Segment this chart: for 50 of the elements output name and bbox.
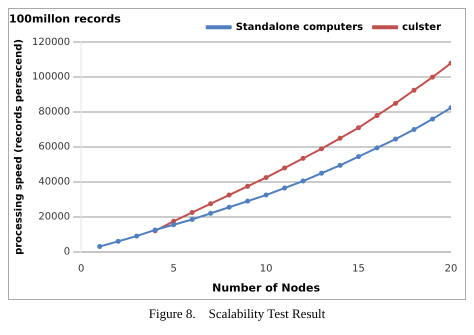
point xyxy=(264,192,269,198)
point xyxy=(97,244,102,250)
point xyxy=(356,125,362,130)
point xyxy=(171,222,176,228)
point xyxy=(134,234,140,239)
point xyxy=(116,238,121,244)
point xyxy=(190,210,195,215)
point xyxy=(245,184,250,189)
point xyxy=(245,198,250,204)
x-tick-label: 10 xyxy=(260,263,272,274)
legend-label: culster xyxy=(402,22,442,33)
point xyxy=(300,178,306,184)
chart-title: 100millon records xyxy=(9,12,122,26)
point xyxy=(393,136,398,142)
point xyxy=(208,210,214,216)
point xyxy=(430,116,436,122)
point xyxy=(319,146,324,152)
x-tick-label: 20 xyxy=(444,263,458,274)
point xyxy=(412,88,417,93)
y-tick-label: 80000 xyxy=(38,106,70,118)
point xyxy=(338,162,343,168)
x-tick-label: 0 xyxy=(78,263,84,274)
y-tick-label: 100000 xyxy=(32,72,70,83)
point xyxy=(282,165,288,170)
point xyxy=(319,170,324,176)
x-tick-label: 5 xyxy=(170,263,177,274)
point xyxy=(190,216,195,222)
point xyxy=(356,154,362,160)
point xyxy=(412,127,417,132)
point xyxy=(374,145,380,150)
point xyxy=(264,175,269,180)
point xyxy=(374,113,380,118)
y-tick-label: 60000 xyxy=(38,142,70,153)
point xyxy=(393,100,398,106)
x-tick-label: 15 xyxy=(352,263,365,274)
point xyxy=(226,204,232,210)
x-axis-title: Number of Nodes xyxy=(212,281,320,294)
caption: Figure 8. Scalability Test Result xyxy=(148,306,326,322)
point xyxy=(208,201,214,206)
point xyxy=(338,136,343,141)
point xyxy=(282,186,288,191)
y-tick-label: 120000 xyxy=(32,36,70,48)
point xyxy=(226,192,232,198)
point xyxy=(430,74,436,80)
point xyxy=(300,156,306,161)
y-tick-label: 20000 xyxy=(38,211,70,222)
y-tick-label: 0 xyxy=(64,246,70,258)
y-axis-title: processing speed (records persecend) xyxy=(14,39,25,255)
legend-label: Standalone computers xyxy=(236,22,364,33)
y-tick-label: 40000 xyxy=(38,176,70,188)
